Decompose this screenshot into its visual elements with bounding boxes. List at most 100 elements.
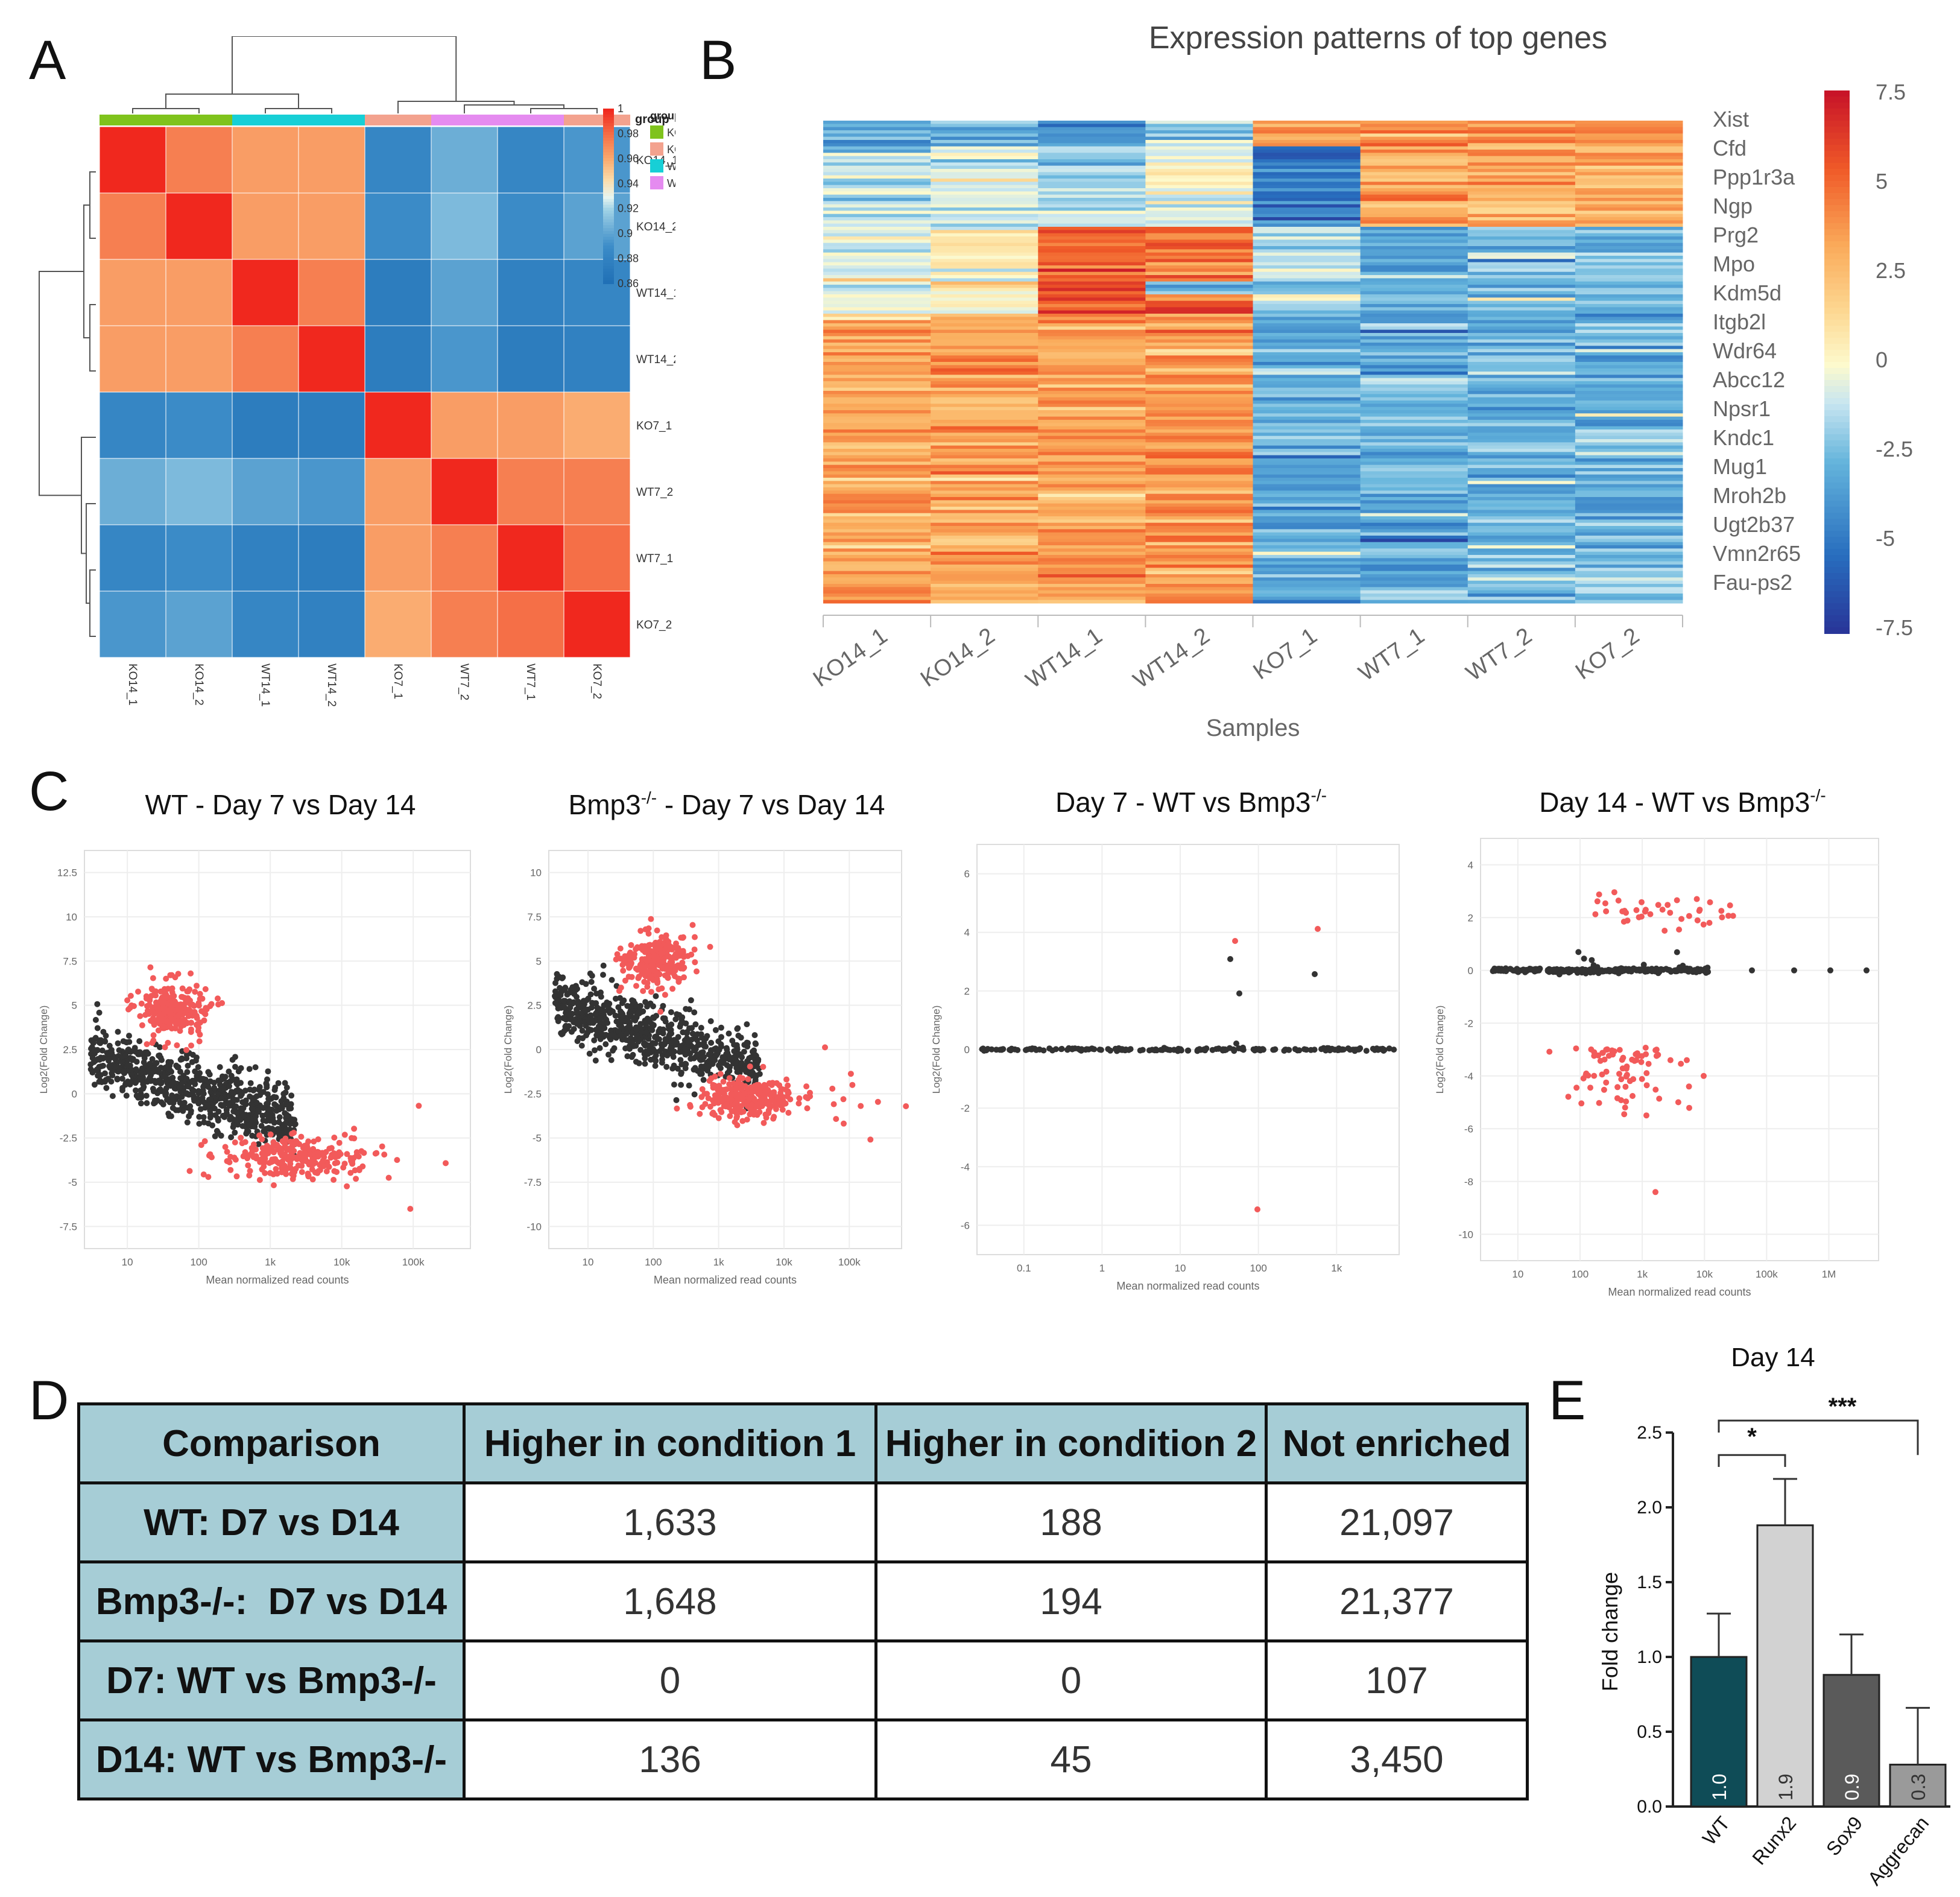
- heatmap-cell: [931, 140, 1038, 144]
- significant-point: [344, 1151, 350, 1158]
- significant-point: [351, 1126, 358, 1132]
- heatmap-cell: [1360, 474, 1468, 478]
- heatmap-cell: [1038, 375, 1146, 379]
- significant-point: [1633, 907, 1640, 913]
- heatmap-cell: [823, 223, 931, 227]
- heatmap-cell: [1145, 577, 1253, 581]
- significant-point: [670, 970, 677, 977]
- heatmap-cell: [931, 239, 1038, 244]
- significant-point: [744, 1116, 750, 1123]
- significant-point: [353, 1176, 359, 1182]
- row-label: WT7_2: [636, 486, 673, 499]
- point: [1033, 1047, 1040, 1053]
- point: [578, 1042, 585, 1049]
- point: [612, 1012, 619, 1019]
- significant-point: [613, 956, 619, 963]
- significant-point: [147, 964, 154, 971]
- heatmap-cell: [1145, 587, 1253, 591]
- heatmap-cell: [931, 275, 1038, 279]
- significant-point: [202, 986, 209, 992]
- point: [221, 1101, 227, 1108]
- heatmap-cell: [1360, 130, 1468, 134]
- significant-point: [663, 932, 669, 939]
- point: [598, 993, 604, 1000]
- significant-point: [1633, 1051, 1639, 1057]
- heatmap-cell: [1575, 314, 1683, 317]
- point: [157, 1054, 164, 1061]
- heatmap-cell: [1467, 175, 1576, 179]
- scale-gradient-step: [603, 251, 614, 255]
- significant-point: [747, 1063, 753, 1070]
- heatmap-cell: [1575, 172, 1683, 176]
- heatmap-cell: [1145, 432, 1253, 437]
- heatmap-cell: [823, 565, 931, 568]
- heatmap-cell: [1145, 201, 1253, 205]
- point: [752, 1077, 759, 1083]
- scale-gradient-step: [1824, 271, 1850, 278]
- point: [255, 1141, 262, 1147]
- heatmap-cell: [1575, 156, 1683, 160]
- point: [1363, 1048, 1370, 1054]
- point: [166, 1066, 173, 1073]
- heatmap-cell: [1575, 343, 1683, 346]
- heatmap-cell: [1467, 140, 1576, 144]
- point: [160, 1101, 166, 1107]
- point: [674, 1011, 680, 1018]
- heatmap-cell: [823, 281, 931, 285]
- point: [162, 1089, 169, 1095]
- point: [692, 1021, 699, 1028]
- significant-point: [715, 1087, 721, 1094]
- heatmap-cell: [931, 500, 1038, 504]
- heatmap-cell: [1467, 526, 1576, 530]
- heatmap-cell: [1038, 262, 1146, 266]
- heatmap-cell: [1145, 310, 1253, 314]
- significant-point: [749, 1101, 756, 1108]
- heatmap-cell: [1360, 191, 1468, 195]
- point: [1494, 967, 1501, 974]
- heatmap-cell: [1038, 317, 1146, 321]
- scale-gradient-step: [1824, 597, 1850, 604]
- heatmap-cell: [1253, 214, 1361, 218]
- significant-point: [264, 1142, 270, 1149]
- heatmap-cell: [1467, 404, 1576, 408]
- scale-gradient-step: [603, 193, 614, 197]
- heatmap-cell: [1038, 323, 1146, 327]
- heatmap-cell: [823, 449, 931, 452]
- heatmap-cell: [1038, 391, 1146, 394]
- point: [136, 1038, 143, 1045]
- significance-label: *: [1747, 1424, 1757, 1450]
- point: [726, 1030, 732, 1037]
- point: [233, 1109, 240, 1116]
- heatmap-cell: [1360, 594, 1468, 597]
- heatmap-cell: [1467, 121, 1576, 124]
- heatmap-cell: [1145, 545, 1253, 549]
- heatmap-cell: [1145, 426, 1253, 430]
- heatmap-cell: [1467, 372, 1576, 375]
- point: [600, 962, 607, 969]
- heatmap-cell: [1253, 372, 1361, 375]
- point: [114, 1075, 121, 1082]
- point: [1339, 1046, 1345, 1053]
- heatmap-cell: [1360, 464, 1468, 469]
- significant-point: [350, 1154, 357, 1161]
- scale-gradient-step: [603, 166, 614, 171]
- heatmap-cell: [823, 378, 931, 382]
- heatmap-cell: [931, 207, 1038, 211]
- significant-point: [709, 1110, 716, 1117]
- heatmap-cell: [431, 391, 498, 459]
- significant-point: [177, 1008, 184, 1015]
- scale-gradient-step: [603, 222, 614, 226]
- heatmap-cell: [232, 391, 299, 459]
- heatmap-cell: [1360, 362, 1468, 366]
- significant-point: [201, 1138, 208, 1144]
- significant-point: [183, 1047, 190, 1053]
- heatmap-cell: [823, 294, 931, 298]
- heatmap-cell: [823, 233, 931, 237]
- significant-point: [739, 1118, 746, 1124]
- heatmap-cell: [823, 304, 931, 308]
- heatmap-cell: [1145, 381, 1253, 385]
- significant-point: [807, 1089, 813, 1096]
- heatmap-cell: [823, 526, 931, 530]
- scale-gradient-step: [1824, 615, 1850, 622]
